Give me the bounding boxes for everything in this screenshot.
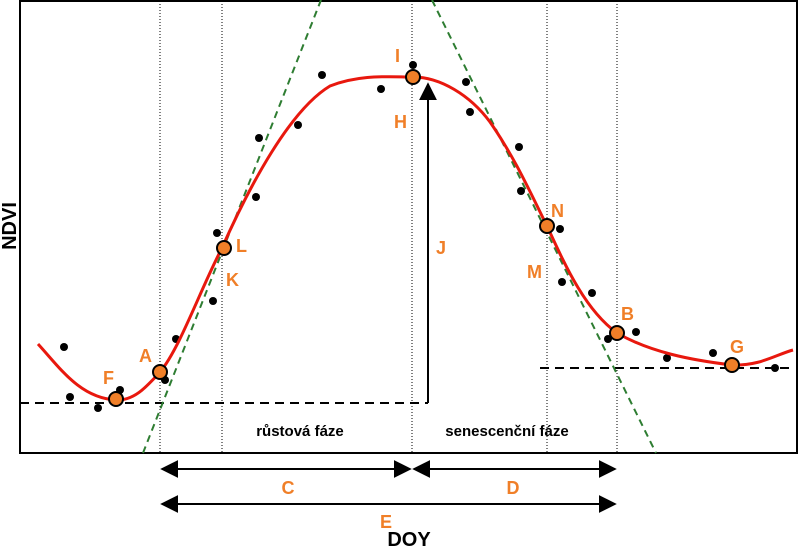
- point-g-marker: [724, 357, 740, 373]
- observation-dot: [663, 354, 671, 362]
- senescence-phase-label: senescenční fáze: [445, 423, 568, 440]
- observation-dot: [60, 343, 68, 351]
- observation-dot: [558, 278, 566, 286]
- point-n-label: N: [551, 201, 564, 221]
- point-h-label: H: [394, 112, 407, 132]
- plot-frame: [19, 0, 798, 454]
- point-i-label: I: [395, 46, 400, 66]
- observation-dot: [294, 121, 302, 129]
- observation-dot: [213, 229, 221, 237]
- point-f-marker: [108, 391, 124, 407]
- interval-c-label: C: [282, 478, 295, 498]
- point-a-label: A: [139, 346, 152, 366]
- observation-dot: [588, 289, 596, 297]
- point-f-label: F: [103, 368, 114, 388]
- x-axis-label: DOY: [387, 529, 431, 549]
- observation-dot: [632, 328, 640, 336]
- observation-dot: [318, 71, 326, 79]
- observation-dot: [462, 78, 470, 86]
- key-points: [108, 69, 740, 407]
- point-b-label: B: [621, 304, 634, 324]
- ndvi-observations: [60, 61, 779, 412]
- amplitude-j-label: J: [436, 238, 446, 258]
- point-l-label: L: [236, 236, 247, 256]
- observation-dot: [94, 404, 102, 412]
- growth-phase-label: růstová fáze: [256, 423, 344, 440]
- point-k-label: K: [226, 270, 239, 290]
- observation-dot: [466, 108, 474, 116]
- interval-d-label: D: [507, 478, 520, 498]
- observation-dot: [377, 85, 385, 93]
- observation-dot: [515, 143, 523, 151]
- observation-dot: [556, 225, 564, 233]
- y-axis-label: NDVI: [0, 202, 21, 250]
- point-a-marker: [152, 364, 168, 380]
- observation-dot: [209, 297, 217, 305]
- observation-dot: [66, 393, 74, 401]
- point-m-label: M: [527, 262, 542, 282]
- point-g-label: G: [730, 337, 744, 357]
- observation-dot: [517, 187, 525, 195]
- observation-dot: [255, 134, 263, 142]
- point-n-marker: [539, 218, 555, 234]
- observation-dot: [709, 349, 717, 357]
- interval-e-label: E: [380, 512, 392, 532]
- observation-dot: [604, 335, 612, 343]
- point-l-marker: [216, 240, 232, 256]
- observation-dot: [409, 61, 417, 69]
- observation-dot: [771, 364, 779, 372]
- observation-dot: [252, 193, 260, 201]
- point-i-marker: [405, 69, 421, 85]
- point-b-marker: [609, 325, 625, 341]
